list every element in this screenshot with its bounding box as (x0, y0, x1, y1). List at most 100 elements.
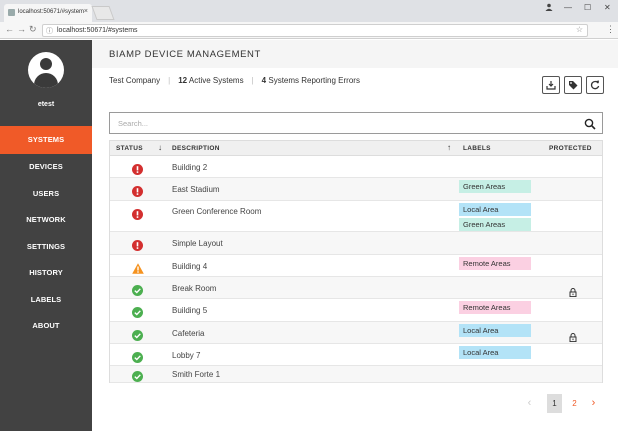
sidebar: etest SYSTEMS DEVICES USERS NETWORK SETTINGS… (0, 40, 92, 431)
tab-close-icon[interactable]: × (83, 8, 88, 15)
labels-cell: Local Area (459, 324, 531, 339)
system-description: Building 4 (172, 261, 208, 271)
page-2-button[interactable]: 2 (572, 399, 577, 408)
favicon-icon (8, 9, 15, 16)
browser-tab[interactable]: localhost:50671/#system × (4, 4, 92, 22)
table-row[interactable]: Lobby 7 Local Area (110, 344, 602, 366)
prev-page-button[interactable]: ‹ (527, 397, 532, 409)
bookmark-star-icon[interactable]: ☆ (575, 25, 583, 34)
active-label: Active Systems (188, 76, 244, 85)
system-description: Green Conference Room (172, 207, 262, 216)
system-description: Break Room (172, 283, 217, 293)
divider: | (251, 76, 254, 85)
sidebar-item-network[interactable]: NETWORK (26, 215, 66, 224)
download-icon (546, 81, 556, 90)
forward-icon[interactable]: → (17, 24, 26, 34)
system-description: Simple Layout (172, 239, 223, 248)
sidebar-item-users[interactable]: USERS (32, 188, 60, 198)
username: etest (37, 101, 55, 108)
search-box (109, 112, 603, 134)
profile-icon[interactable] (545, 3, 553, 13)
system-description: Smith Forte 1 (172, 370, 221, 379)
lock-icon (569, 329, 577, 347)
labels-cell: Green Areas (459, 180, 531, 195)
avatar-body (34, 73, 58, 88)
browser-toolbar: ← → ↻ ⓘ localhost:50671/#systems ☆ ⋮ (0, 22, 618, 39)
refresh-icon (590, 80, 600, 90)
export-button[interactable] (542, 76, 560, 94)
page-info-icon[interactable]: ⓘ (46, 28, 53, 35)
error-icon (132, 207, 143, 225)
table-row[interactable]: Break Room (110, 277, 602, 299)
window-close-button[interactable]: ✕ (604, 3, 611, 12)
sort-desc-icon[interactable]: ↓ (158, 143, 163, 152)
active-count: 12 (178, 76, 188, 85)
table-row[interactable]: Smith Forte 1 (110, 366, 602, 383)
tag-icon (569, 81, 578, 90)
warning-icon (132, 261, 144, 279)
reload-icon[interactable]: ↻ (29, 24, 37, 34)
table-row[interactable]: Building 4 Remote Areas (110, 255, 602, 277)
minimize-button[interactable]: — (564, 3, 572, 12)
address-bar[interactable]: ⓘ localhost:50671/#systems ☆ (42, 24, 588, 37)
table-row[interactable]: Green Conference Room Local Area Green Are… (110, 201, 602, 232)
system-description: Building 2 (172, 162, 208, 172)
ok-check-icon (132, 283, 143, 301)
label-chip: Green Areas (459, 218, 531, 231)
browser-tab-title: localhost:50671/#system (18, 9, 85, 15)
browser-menu-icon[interactable]: ⋮ (606, 24, 615, 34)
labels-cell: Local Area (459, 346, 531, 361)
systems-table: STATUS ↓ DESCRIPTION ↑ LABELS PROTECTED … (109, 140, 603, 383)
refresh-button[interactable] (586, 76, 604, 94)
column-labels: LABELS (463, 145, 491, 152)
ok-check-icon (132, 369, 143, 387)
next-page-button[interactable]: › (591, 397, 596, 409)
table-row[interactable]: Simple Layout (110, 232, 602, 255)
table-row[interactable]: Building 2 (110, 156, 602, 178)
avatar-head (40, 58, 52, 70)
label-chip: Local Area (459, 324, 531, 337)
error-icon (132, 162, 143, 180)
sidebar-item-about[interactable]: ABOUT (32, 321, 60, 330)
search-input[interactable] (118, 117, 558, 130)
sidebar-item-systems[interactable]: SYSTEMS (0, 126, 92, 154)
system-description: East Stadium (172, 185, 220, 194)
sidebar-item-history[interactable]: HISTORY (29, 268, 63, 277)
column-protected: PROTECTED (549, 145, 592, 152)
system-description: Lobby 7 (172, 350, 201, 360)
address-url: localhost:50671/#systems (57, 27, 138, 34)
column-status[interactable]: STATUS (116, 145, 143, 152)
avatar[interactable] (28, 52, 64, 88)
maximize-button[interactable]: ☐ (584, 3, 592, 12)
table-row[interactable]: East Stadium Green Areas (110, 178, 602, 201)
sidebar-item-devices[interactable]: DEVICES (29, 162, 63, 171)
column-description[interactable]: DESCRIPTION (172, 145, 220, 152)
error-icon (132, 184, 143, 202)
page-1-button[interactable]: 1 (547, 394, 562, 413)
error-icon (132, 238, 143, 256)
summary-bar: Test Company | 12 Active Systems | 4 Systems… (109, 76, 360, 85)
sidebar-item-settings[interactable]: SETTINGS (26, 241, 66, 251)
error-count: 4 (261, 76, 267, 85)
table-body: Building 2 East Stadium Green Areas Green C… (110, 156, 602, 383)
labels-cell: Remote Areas (459, 301, 531, 316)
label-chip: Remote Areas (459, 301, 531, 314)
main-content: BIAMP DEVICE MANAGEMENT Test Company | 12 … (92, 40, 618, 431)
sort-asc-icon[interactable]: ↑ (447, 143, 452, 152)
labels-cell: Local Area Green Areas (459, 203, 531, 233)
system-description: Building 5 (172, 306, 208, 315)
labels-button[interactable] (564, 76, 582, 94)
app-header: BIAMP DEVICE MANAGEMENT (92, 40, 618, 68)
label-chip: Local Area (459, 203, 531, 216)
table-row[interactable]: Building 5 Remote Areas (110, 299, 602, 322)
sidebar-item-labels[interactable]: LABELS (30, 294, 62, 304)
back-icon[interactable]: ← (5, 24, 14, 34)
new-tab-button[interactable] (91, 6, 115, 20)
table-row[interactable]: Cafeteria Local Area (110, 322, 602, 344)
sidebar-nav: SYSTEMS DEVICES USERS NETWORK SETTINGS HISTOR… (0, 126, 92, 340)
table-header: STATUS ↓ DESCRIPTION ↑ LABELS PROTECTED (110, 141, 602, 156)
browser-tabbar: localhost:50671/#system × — ☐ ✕ (0, 0, 618, 22)
label-chip: Remote Areas (459, 257, 531, 270)
search-icon[interactable] (584, 117, 596, 135)
ok-check-icon (132, 305, 143, 323)
